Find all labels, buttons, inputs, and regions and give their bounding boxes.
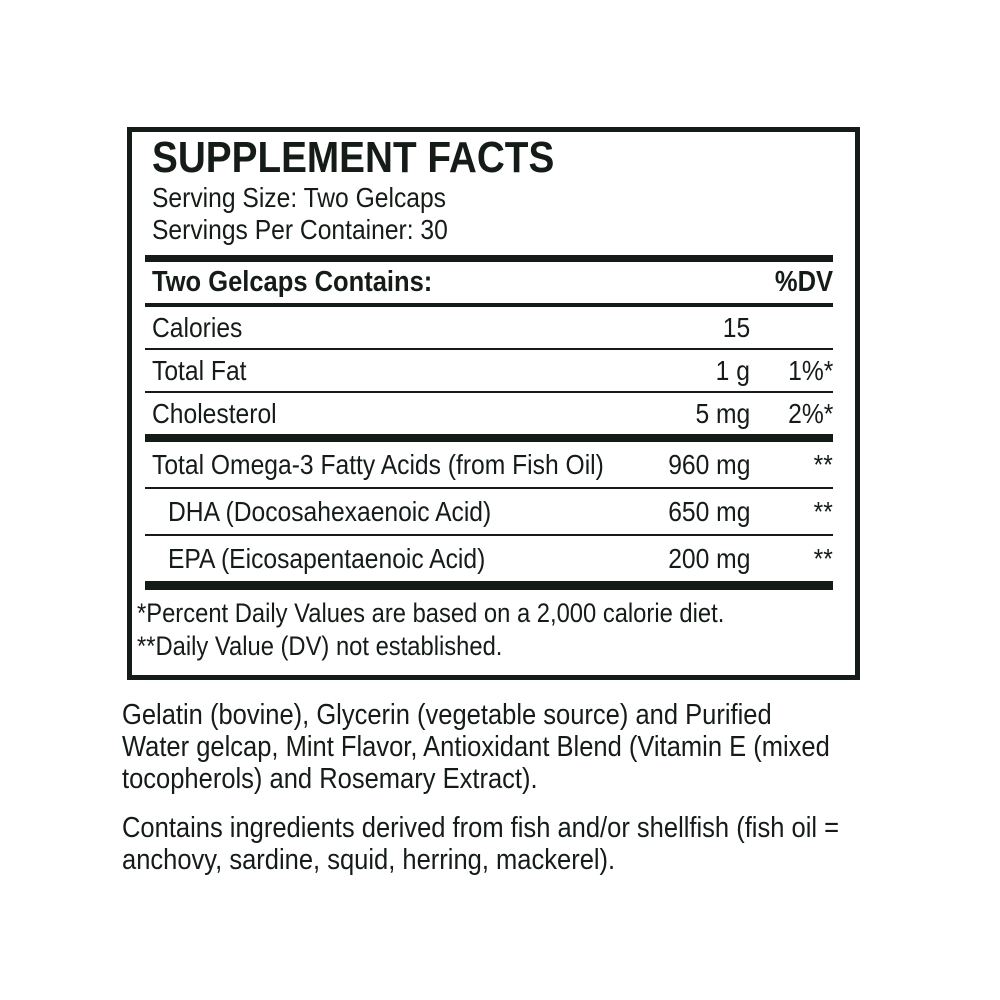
row-amount: 200 mg: [667, 542, 750, 574]
row-dv: **: [813, 542, 833, 574]
other-ingredients-line: Water gelcap, Mint Flavor, Antioxidant B…: [122, 731, 830, 763]
panel-title-text: SUPPLEMENT FACTS: [152, 133, 555, 182]
row-name: EPA (Eicosapentaenoic Acid): [168, 542, 486, 574]
serving-size: Serving Size: Two Gelcaps: [152, 182, 447, 213]
panel-title: SUPPLEMENT FACTS: [152, 134, 855, 182]
supplement-facts-panel: SUPPLEMENT FACTS Serving Size: Two Gelca…: [127, 127, 860, 680]
row-name: Total Fat: [152, 354, 247, 386]
allergen-statement-line: Contains ingredients derived from fish a…: [122, 812, 840, 844]
footnotes: *Percent Daily Values are based on a 2,0…: [137, 597, 855, 663]
facts-table: Two Gelcaps Contains: %DV Calories 15 To…: [145, 255, 833, 590]
table-row-total-fat: Total Fat 1 g 1%*: [145, 350, 833, 393]
row-amount: 5 mg: [695, 397, 750, 429]
table-row-total-omega3: Total Omega-3 Fatty Acids (from Fish Oil…: [145, 442, 833, 489]
row-amount: 15: [722, 311, 750, 343]
row-dv: 2%*: [787, 397, 833, 429]
row-amount: 1 g: [715, 354, 750, 386]
table-row-cholesterol: Cholesterol 5 mg 2%*: [145, 393, 833, 442]
row-dv: 1%*: [787, 354, 833, 386]
table-header-label: Two Gelcaps Contains:: [152, 266, 433, 298]
other-ingredients-line: Gelatin (bovine), Glycerin (vegetable so…: [122, 699, 772, 731]
table-row-calories: Calories 15: [145, 307, 833, 350]
row-name: Calories: [152, 311, 243, 343]
table-row-dha: DHA (Docosahexaenoic Acid) 650 mg **: [145, 489, 833, 536]
footnote-daily-values: *Percent Daily Values are based on a 2,0…: [137, 598, 725, 628]
allergen-statement-line: anchovy, sardine, squid, herring, macker…: [122, 844, 616, 876]
row-name: DHA (Docosahexaenoic Acid): [168, 495, 492, 527]
other-ingredients: Gelatin (bovine), Glycerin (vegetable so…: [122, 699, 937, 876]
table-row-epa: EPA (Eicosapentaenoic Acid) 200 mg **: [145, 536, 833, 590]
row-amount: 960 mg: [667, 448, 750, 480]
row-name: Cholesterol: [152, 397, 277, 429]
servings-per-container: Servings Per Container: 30: [152, 214, 448, 245]
other-ingredients-line: tocopherols) and Rosemary Extract).: [122, 763, 538, 795]
table-header-row: Two Gelcaps Contains: %DV: [145, 255, 833, 307]
row-name: Total Omega-3 Fatty Acids (from Fish Oil…: [152, 448, 604, 480]
row-dv: **: [813, 495, 833, 527]
row-dv: **: [813, 448, 833, 480]
table-header-dv: %DV: [774, 266, 833, 298]
footnote-dv-not-established: **Daily Value (DV) not established.: [137, 631, 503, 661]
row-amount: 650 mg: [667, 495, 750, 527]
